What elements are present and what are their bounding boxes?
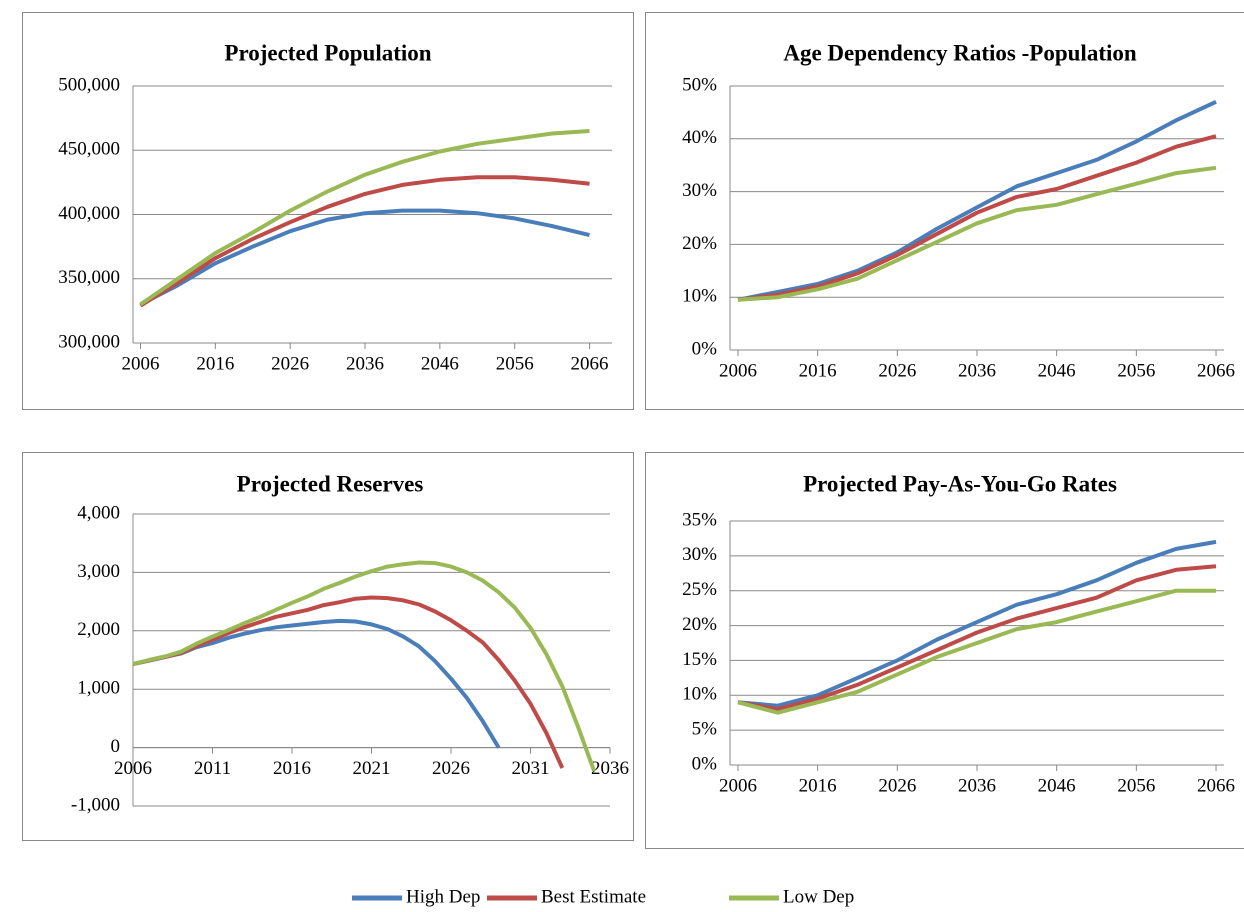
- chart-title: Projected Reserves: [237, 471, 424, 496]
- x-tick-label: 2036: [346, 353, 384, 374]
- x-tick-label: 2066: [1197, 775, 1235, 796]
- y-tick-label: 0%: [692, 338, 718, 359]
- series-line: [737, 134, 1217, 302]
- y-tick-label: 4,000: [77, 502, 120, 523]
- legend-label: Best Estimate: [541, 886, 646, 907]
- x-tick-label: 2031: [512, 758, 550, 779]
- series-line: [737, 99, 1217, 302]
- y-tick-label: 20%: [682, 233, 717, 254]
- y-tick-label: -1,000: [71, 794, 120, 815]
- y-tick-label: 15%: [682, 649, 717, 670]
- x-tick-label: 2026: [878, 775, 916, 796]
- chart-title: Projected Pay-As-You-Go Rates: [803, 471, 1117, 496]
- series-line: [139, 208, 590, 307]
- series-line: [737, 165, 1217, 302]
- x-tick-label: 2066: [1197, 360, 1235, 381]
- legend-label: High Dep: [406, 886, 480, 907]
- x-tick-label: 2016: [196, 353, 234, 374]
- x-tick-label: 2026: [271, 353, 309, 374]
- x-tick-label: 2026: [878, 360, 916, 381]
- series-line: [139, 129, 590, 307]
- x-tick-label: 2016: [799, 360, 837, 381]
- x-tick-label: 2036: [958, 775, 996, 796]
- series-line: [139, 175, 590, 308]
- y-tick-label: 0%: [692, 753, 718, 774]
- x-tick-label: 2006: [121, 353, 159, 374]
- y-tick-label: 30%: [682, 544, 717, 565]
- series-line: [737, 539, 1217, 708]
- x-tick-label: 2016: [273, 758, 311, 779]
- y-tick-label: 20%: [682, 614, 717, 635]
- x-tick-label: 2046: [421, 353, 459, 374]
- panel: [645, 12, 1244, 410]
- x-tick-label: 2011: [194, 758, 231, 779]
- y-tick-label: 10%: [682, 286, 717, 307]
- y-tick-label: 10%: [682, 684, 717, 705]
- series-line: [737, 588, 1216, 715]
- panel: [22, 452, 634, 841]
- y-tick-label: 50%: [682, 74, 717, 95]
- y-tick-label: 500,000: [58, 74, 120, 95]
- series-line: [132, 618, 501, 749]
- series-line: [132, 560, 596, 772]
- chart-title: Projected Population: [224, 40, 431, 65]
- x-tick-label: 2006: [719, 775, 757, 796]
- y-tick-label: 0: [111, 736, 121, 757]
- x-tick-label: 2056: [1117, 360, 1155, 381]
- series-line: [132, 595, 565, 769]
- y-tick-label: 400,000: [58, 203, 120, 224]
- x-tick-label: 2046: [1038, 775, 1076, 796]
- x-tick-label: 2016: [799, 775, 837, 796]
- x-tick-label: 2026: [432, 758, 470, 779]
- y-tick-label: 40%: [682, 127, 717, 148]
- x-tick-label: 2046: [1038, 360, 1076, 381]
- y-tick-label: 30%: [682, 180, 717, 201]
- y-tick-label: 350,000: [58, 267, 120, 288]
- x-tick-label: 2006: [719, 360, 757, 381]
- y-tick-label: 2,000: [77, 619, 120, 640]
- x-tick-label: 2056: [1117, 775, 1155, 796]
- x-tick-label: 2036: [591, 758, 629, 779]
- y-tick-label: 1,000: [77, 678, 120, 699]
- y-tick-label: 5%: [692, 719, 718, 740]
- panel: [645, 452, 1244, 849]
- x-tick-label: 2066: [571, 353, 609, 374]
- panel: [22, 12, 634, 410]
- x-tick-label: 2036: [958, 360, 996, 381]
- series-line: [737, 564, 1217, 712]
- y-tick-label: 3,000: [77, 561, 120, 582]
- y-tick-label: 35%: [682, 509, 717, 530]
- x-tick-label: 2006: [114, 758, 152, 779]
- x-tick-label: 2021: [353, 758, 391, 779]
- y-tick-label: 450,000: [58, 139, 120, 160]
- x-tick-label: 2056: [496, 353, 534, 374]
- y-tick-label: 300,000: [58, 331, 120, 352]
- y-tick-label: 25%: [682, 579, 717, 600]
- legend-label: Low Dep: [783, 886, 854, 907]
- chart-title: Age Dependency Ratios -Population: [783, 40, 1137, 65]
